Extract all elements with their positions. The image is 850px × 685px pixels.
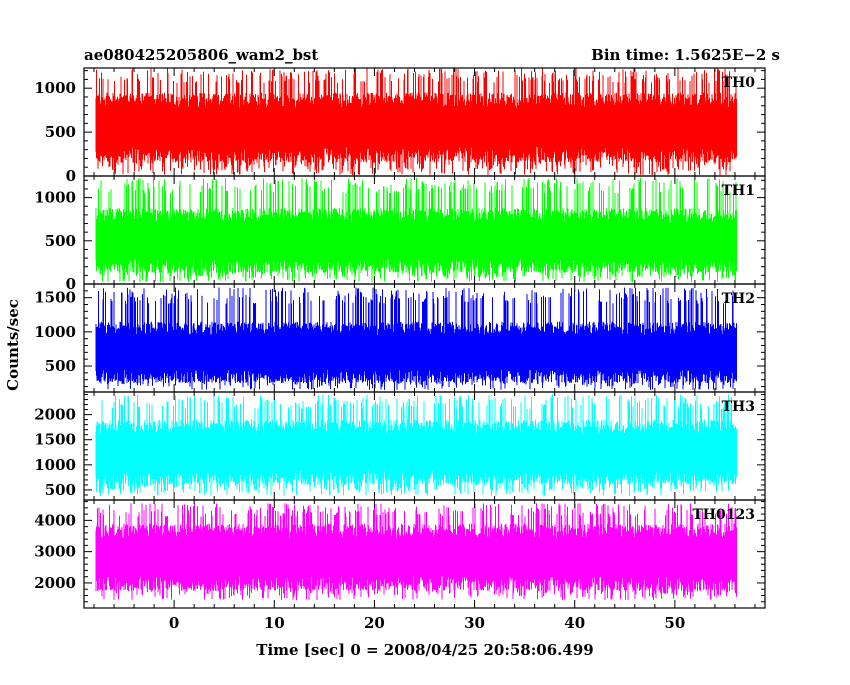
series-trace-th1 [95, 177, 737, 283]
panel-label-th3: TH3 [722, 399, 755, 415]
x-tick-label: 40 [564, 614, 585, 632]
y-tick-label: 500 [45, 357, 76, 375]
y-tick-label: 1000 [34, 79, 76, 97]
panel-label-th2: TH2 [722, 291, 755, 307]
x-tick-label: 0 [169, 614, 179, 632]
y-tick-label: 1500 [34, 289, 76, 307]
series-trace-th0123 [95, 503, 737, 601]
y-tick-label: 500 [45, 232, 76, 250]
x-tick-label: 10 [264, 614, 285, 632]
panel-th1: 0 500 1000 TH1 [34, 175, 766, 293]
series-trace-th3 [95, 394, 737, 496]
y-tick-label: 500 [45, 123, 76, 141]
x-tick-label: 30 [464, 614, 485, 632]
chart-title-right: Bin time: 1.5625E−2 s [591, 46, 780, 64]
series-trace-th2 [95, 287, 737, 390]
y-tick-label: 500 [45, 481, 76, 499]
panel-th2: 500 1000 1500 TH2 [34, 283, 766, 393]
y-tick-label: 3000 [34, 543, 76, 561]
y-axis-label: Counts/sec [4, 299, 22, 391]
panel-th3: 500 1000 1500 2000 TH3 [34, 391, 766, 501]
x-axis-label: Time [sec] 0 = 2008/04/25 20:58:06.499 [256, 641, 593, 659]
y-tick-label: 1000 [34, 323, 76, 341]
y-tick-label: 2000 [34, 406, 76, 424]
panel-th0123: 2000 3000 4000 TH0123 [34, 499, 766, 609]
panel-th0: 0 500 1000 TH0 [34, 67, 766, 185]
panel-label-th0: TH0 [722, 75, 756, 91]
y-tick-label: 1000 [34, 456, 76, 474]
chart-title-left: ae080425205806_wam2_bst [84, 46, 318, 64]
y-tick-label: 2000 [34, 574, 76, 592]
series-trace-th0 [95, 68, 737, 176]
panel-label-th1: TH1 [722, 183, 755, 199]
y-tick-label: 4000 [34, 511, 76, 529]
x-tick-label: 20 [364, 614, 385, 632]
y-tick-label: 0 [66, 275, 76, 293]
y-tick-label: 1000 [34, 189, 76, 207]
x-tick-label: 50 [664, 614, 685, 632]
panel-label-th0123: TH0123 [692, 507, 755, 523]
y-tick-label: 0 [66, 167, 76, 185]
panel-frame [83, 499, 766, 609]
y-tick-label: 1500 [34, 431, 76, 449]
